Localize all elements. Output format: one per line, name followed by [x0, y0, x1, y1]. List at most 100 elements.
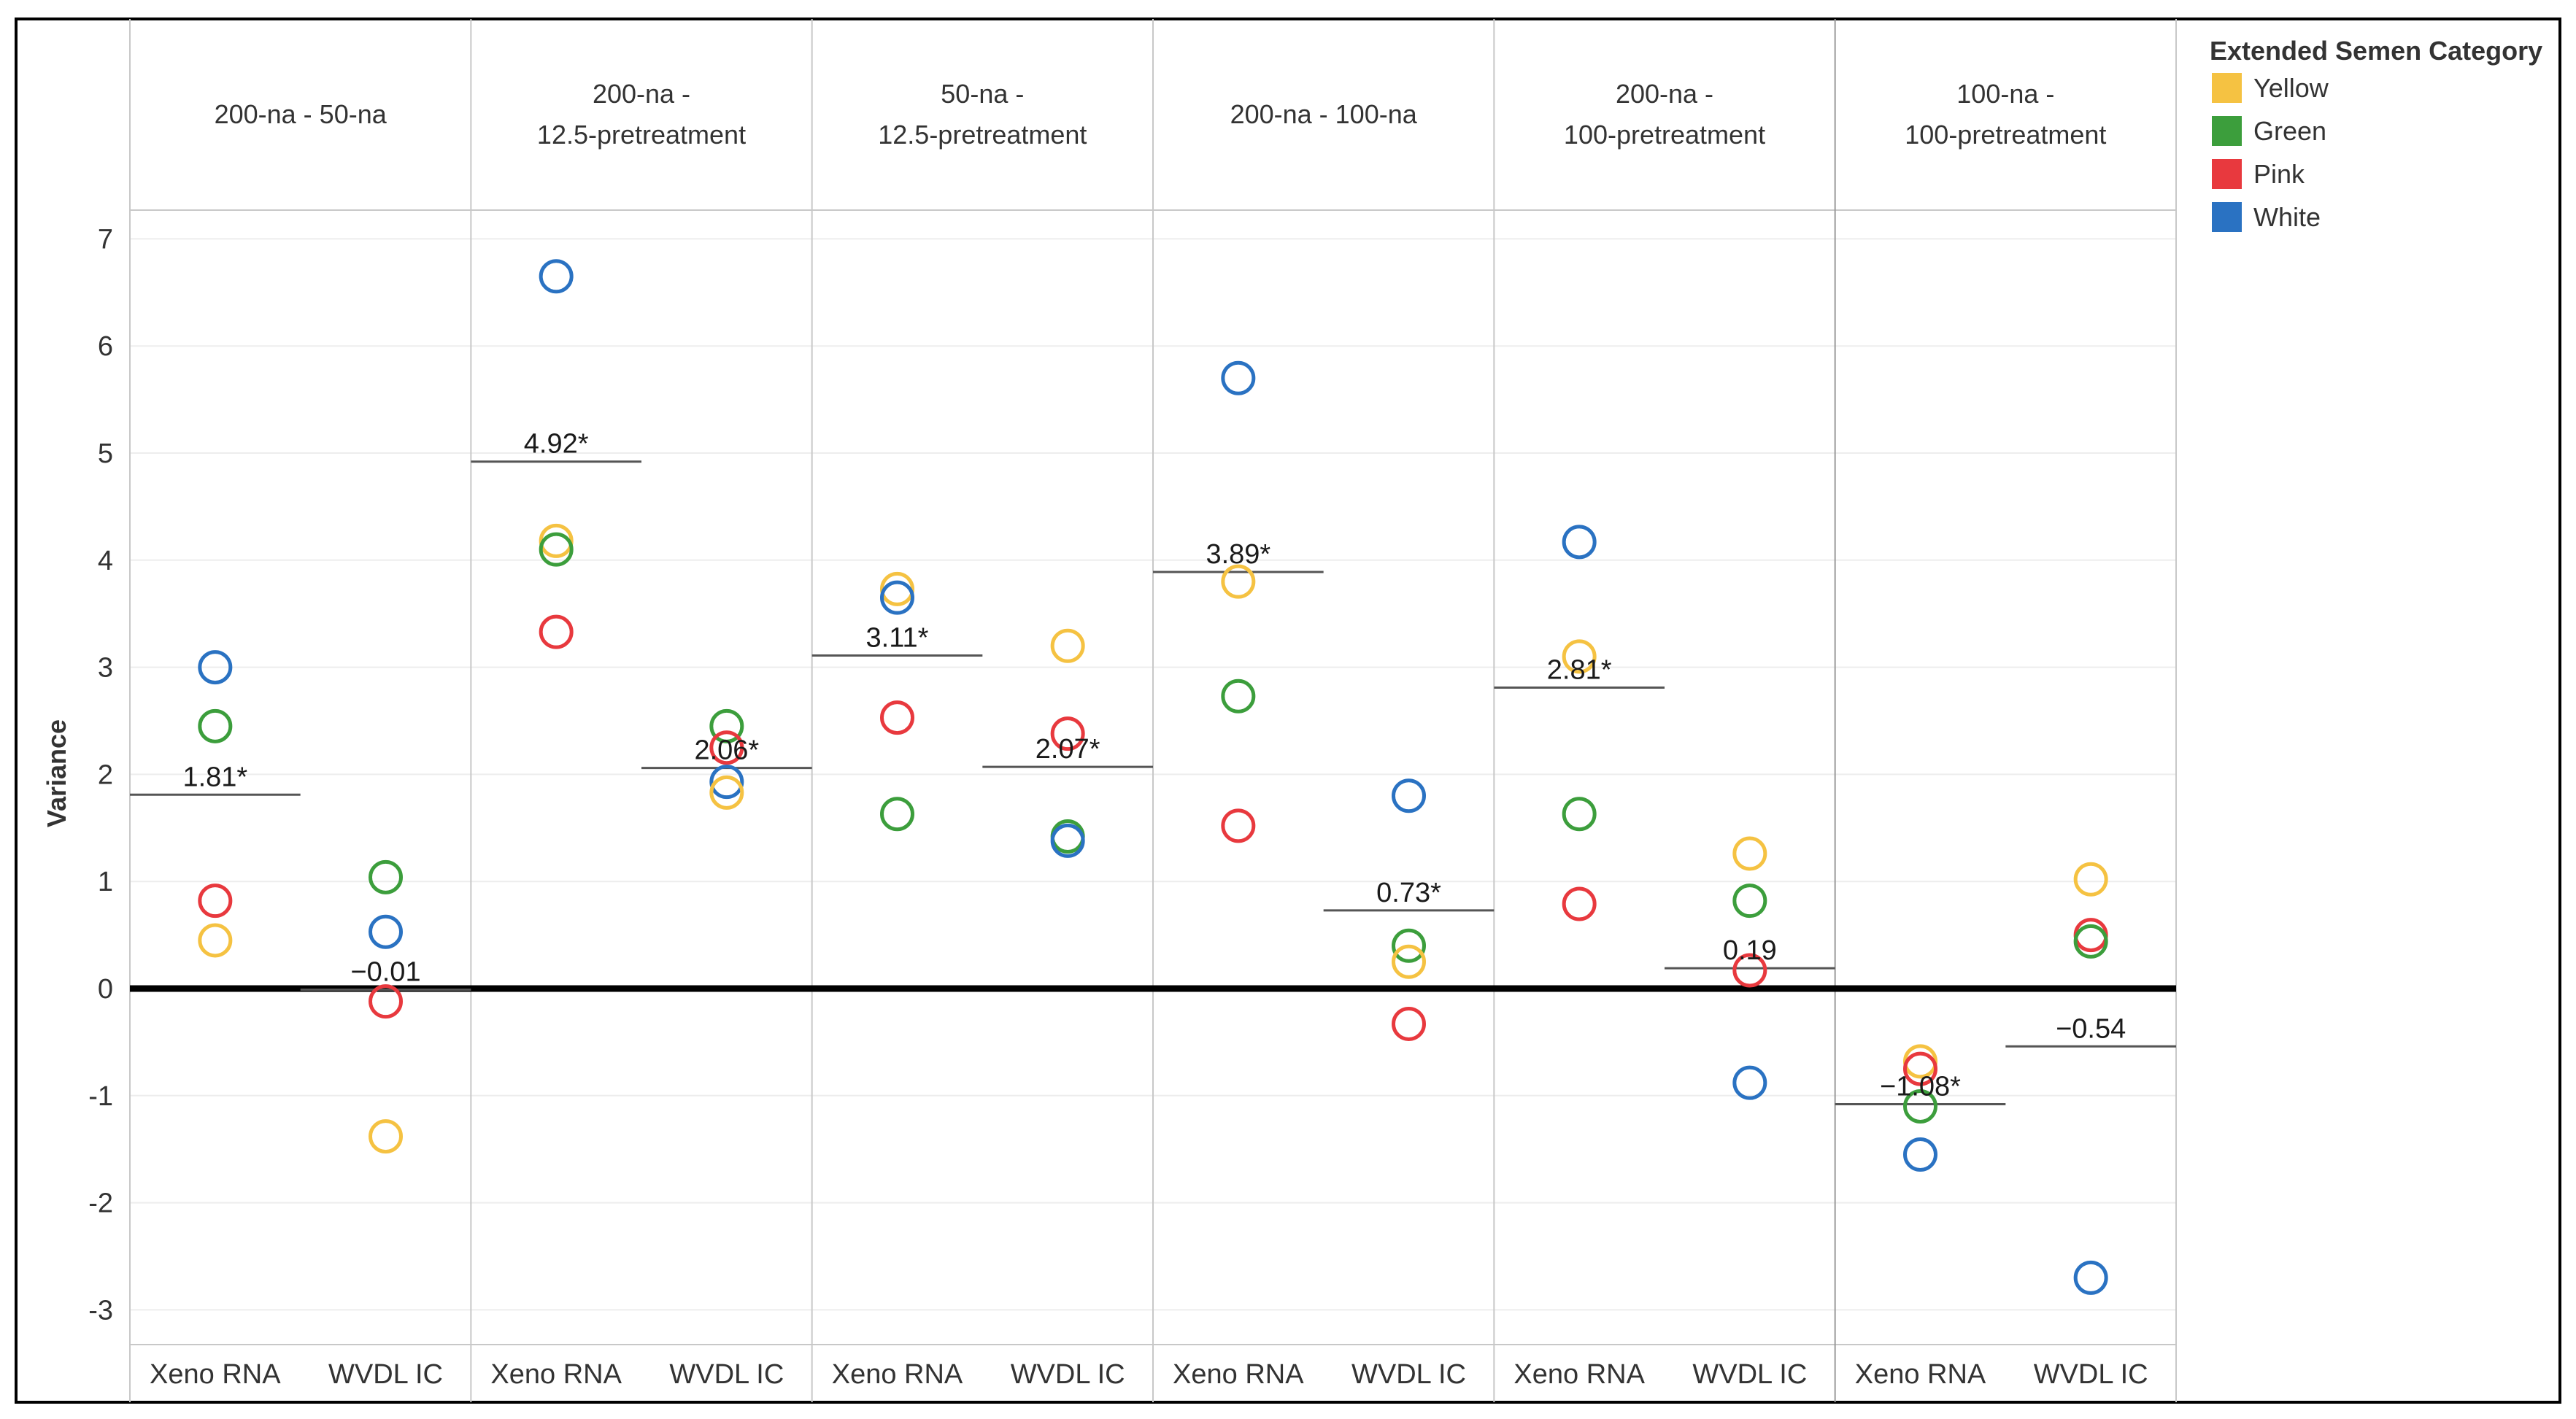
data-point-green: [1732, 884, 1767, 919]
x-tick-label: Xeno RNA: [1513, 1359, 1645, 1390]
reference-value-label: 2.06*: [694, 735, 759, 766]
y-tick-label: 5: [98, 438, 113, 469]
data-point-white: [2073, 1260, 2108, 1295]
panel-title: 100-na -: [1956, 79, 2054, 109]
legend-title: Extended Semen Category: [2210, 36, 2542, 66]
data-point-green: [880, 797, 914, 832]
data-point-yellow: [1050, 628, 1085, 663]
legend-swatch-green: [2212, 116, 2242, 146]
reference-value-label: 3.89*: [1206, 539, 1270, 570]
panel-title: 200-na - 100-na: [1230, 99, 1418, 129]
legend-swatch-pink: [2212, 159, 2242, 189]
reference-value-label: −1.08*: [1880, 1072, 1961, 1102]
legend-label-yellow: Yellow: [2253, 73, 2329, 103]
panel-title: 50-na -: [941, 79, 1024, 109]
reference-value-label: −0.01: [350, 956, 420, 987]
x-tick-label: WVDL IC: [1351, 1359, 1466, 1390]
data-point-yellow: [198, 923, 233, 958]
data-point-pink: [198, 884, 233, 919]
y-tick-label: 0: [98, 974, 113, 1005]
data-point-yellow: [880, 571, 914, 606]
data-point-green: [1562, 797, 1597, 832]
reference-value-label: 0.73*: [1376, 878, 1441, 908]
text-layer: 7 6 5 4 3 2 1 0 -1 -2 -3 Variance 200-na - 50-na Xeno…: [42, 79, 2148, 1390]
data-point-white: [369, 914, 403, 949]
data-point-green: [369, 859, 403, 894]
data-point-pink: [1562, 886, 1597, 921]
panel-title: 100-pretreatment: [1905, 120, 2106, 150]
data-point-yellow: [709, 775, 744, 810]
data-point-yellow: [1562, 639, 1597, 674]
data-point-yellow: [2073, 862, 2108, 897]
data-point-green: [1221, 678, 1256, 714]
data-point-white: [880, 580, 914, 615]
x-tick-label: Xeno RNA: [1855, 1359, 1986, 1390]
data-point-green: [1903, 1089, 1937, 1124]
data-point-pink: [1732, 953, 1767, 988]
data-point-green: [2073, 924, 2108, 959]
data-point-pink: [880, 700, 914, 735]
data-point-pink: [1392, 1006, 1426, 1041]
legend-swatch-yellow: [2212, 73, 2242, 103]
panel-title: 200-na - 50-na: [215, 99, 387, 129]
y-tick-label: 4: [98, 546, 113, 576]
data-point-white: [709, 765, 744, 800]
data-point-green: [198, 708, 233, 743]
y-axis-label: Variance: [42, 719, 72, 827]
x-tick-label: Xeno RNA: [490, 1359, 622, 1390]
reference-value-label: 4.92*: [524, 429, 589, 460]
data-point-white: [198, 650, 233, 685]
legend-label-white: White: [2253, 202, 2321, 232]
y-tick-label: -3: [88, 1295, 113, 1326]
data-point-white: [1732, 1065, 1767, 1100]
x-tick-label: WVDL IC: [1692, 1359, 1807, 1390]
reference-value-label: 3.11*: [866, 622, 929, 653]
panel-title: 100-pretreatment: [1564, 120, 1765, 150]
reference-value-label: 0.19: [1723, 935, 1777, 966]
data-point-yellow: [1732, 836, 1767, 871]
data-point-green: [1392, 928, 1426, 963]
data-point-white: [1562, 525, 1597, 560]
x-tick-label: WVDL IC: [2034, 1359, 2148, 1390]
data-point-yellow: [1221, 564, 1256, 599]
panel-title: 200-na -: [593, 79, 690, 109]
x-tick-label: Xeno RNA: [150, 1359, 281, 1390]
y-tick-label: 2: [98, 759, 113, 790]
reference-value-label: 2.81*: [1547, 654, 1612, 685]
data-point-green: [709, 708, 744, 743]
y-tick-label: -2: [88, 1188, 113, 1219]
y-tick-label: 6: [98, 331, 113, 362]
x-tick-label: WVDL IC: [669, 1359, 784, 1390]
reference-value-label: 1.81*: [182, 762, 247, 792]
y-tick-label: -1: [88, 1081, 113, 1112]
legend-label-green: Green: [2253, 116, 2326, 146]
reference-value-label: 2.07*: [1036, 734, 1100, 765]
panel-title: 200-na -: [1616, 79, 1713, 109]
data-point-yellow: [1392, 944, 1426, 979]
data-point-pink: [709, 730, 744, 765]
y-tick-label: 3: [98, 653, 113, 684]
x-tick-label: Xeno RNA: [1173, 1359, 1304, 1390]
chart-border: [15, 18, 2561, 1404]
reference-line-layer: [130, 460, 2176, 1106]
point-layer: [198, 259, 2108, 1295]
y-tick-label: 7: [98, 224, 113, 255]
panel-frame-layer: [129, 19, 2177, 1402]
data-point-yellow: [369, 1119, 403, 1154]
data-point-green: [539, 532, 574, 567]
data-point-white: [1903, 1137, 1937, 1172]
x-tick-label: WVDL IC: [1011, 1359, 1125, 1390]
reference-value-label: −0.54: [2056, 1013, 2126, 1044]
data-point-white: [1221, 360, 1256, 395]
data-point-pink: [1221, 808, 1256, 843]
legend-swatch-white: [2212, 202, 2242, 232]
panel-title: 12.5-pretreatment: [878, 120, 1087, 150]
data-point-pink: [1903, 1051, 1937, 1086]
data-point-yellow: [539, 523, 574, 558]
y-tick-label: 1: [98, 867, 113, 897]
data-point-pink: [369, 984, 403, 1019]
x-tick-label: WVDL IC: [328, 1359, 443, 1390]
data-point-pink: [1050, 716, 1085, 751]
